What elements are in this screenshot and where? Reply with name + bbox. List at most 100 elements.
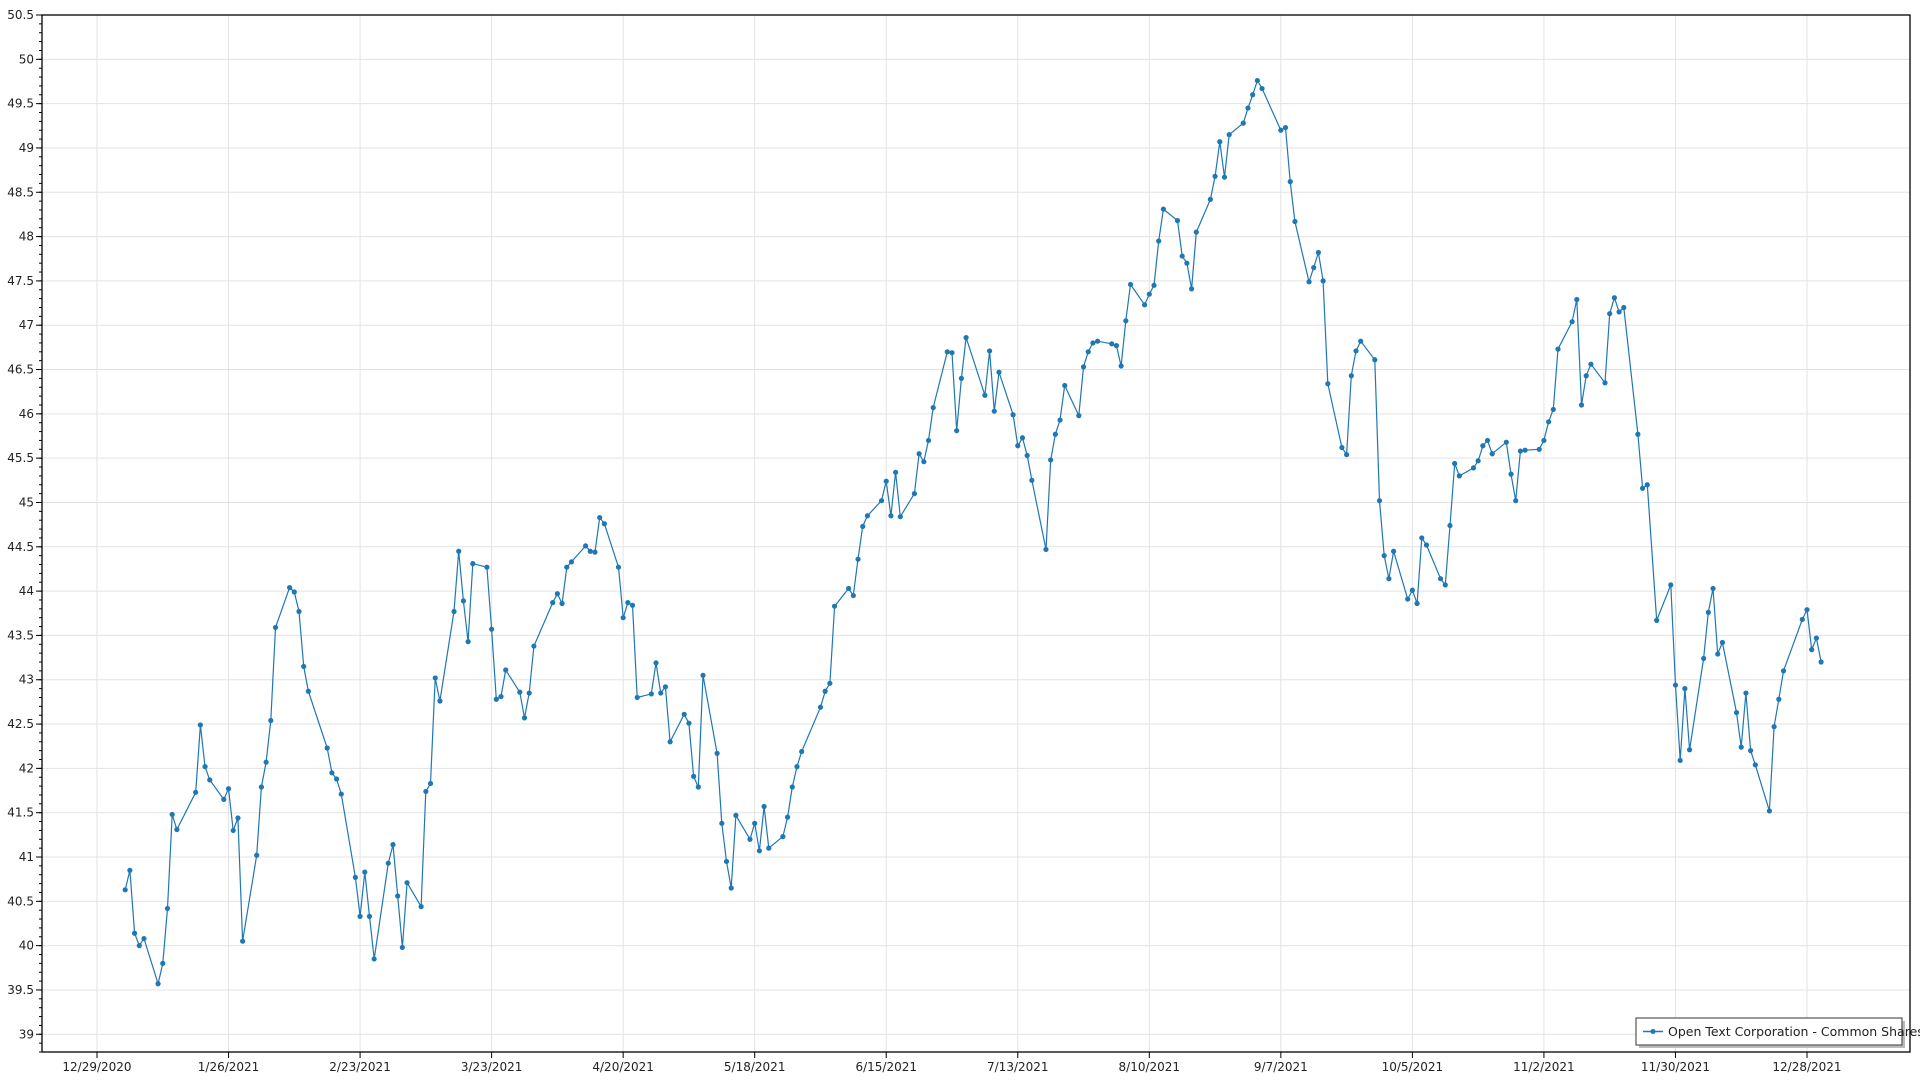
data-point (1127, 281, 1134, 288)
data-point (954, 428, 960, 434)
data-point (1325, 381, 1331, 387)
data-point (1818, 659, 1824, 665)
data-point (831, 603, 838, 609)
data-point (1804, 607, 1810, 613)
y-tick-label: 49.5 (7, 97, 34, 111)
x-tick-label: 11/2/2021 (1513, 1060, 1575, 1074)
data-point (559, 600, 565, 607)
data-point (728, 885, 734, 891)
data-point (1456, 473, 1462, 479)
data-point (517, 689, 523, 695)
data-point (784, 814, 791, 820)
data-point (860, 523, 866, 530)
data-point (1442, 582, 1448, 588)
x-axis: 12/29/2020 1/26/2021 2/23/2021 3/23/2021 4/2… (62, 1052, 1842, 1074)
data-point (1372, 357, 1378, 363)
data-point (1489, 451, 1495, 457)
data-point (1409, 587, 1415, 593)
data-point (597, 514, 603, 521)
data-point (921, 459, 927, 465)
x-tick-label: 6/15/2021 (855, 1060, 917, 1074)
data-point (850, 592, 856, 599)
data-point (1390, 548, 1397, 554)
data-point (1682, 686, 1688, 692)
data-point (550, 600, 556, 606)
data-point (789, 784, 795, 790)
data-point (1320, 278, 1326, 284)
data-point (986, 348, 993, 354)
data-point (996, 369, 1002, 375)
data-point (451, 608, 457, 615)
data-point (747, 836, 753, 842)
data-point (437, 698, 443, 704)
legend: Open Text Corporation - Common Shares (1635, 1017, 1920, 1048)
data-point (1452, 460, 1458, 467)
data-point (531, 643, 537, 649)
data-point (207, 777, 213, 783)
data-point (1503, 439, 1509, 445)
data-point (1743, 690, 1749, 696)
data-point (1188, 286, 1195, 292)
data-point (615, 564, 622, 570)
data-point (700, 672, 706, 678)
data-point (1766, 808, 1773, 814)
data-point (305, 688, 312, 694)
data-point (1306, 279, 1312, 285)
data-point (1686, 747, 1693, 753)
data-point (1522, 447, 1528, 453)
data-point (662, 684, 669, 690)
data-point (1470, 465, 1477, 471)
y-tick-label: 46 (19, 407, 34, 421)
data-point (1113, 342, 1120, 349)
data-point (1048, 457, 1054, 463)
x-tick-label: 5/18/2021 (724, 1060, 786, 1074)
data-point (240, 938, 246, 944)
y-tick-label: 45 (19, 495, 34, 509)
y-tick-label: 43 (19, 673, 34, 687)
data-point (352, 874, 358, 880)
data-point (982, 392, 988, 398)
data-point (1212, 173, 1218, 179)
data-point (296, 608, 302, 615)
data-point (822, 688, 828, 694)
data-point (521, 715, 528, 721)
data-point (1437, 576, 1444, 582)
data-point (1376, 498, 1383, 504)
data-point (846, 585, 852, 592)
data-point (1015, 443, 1021, 449)
data-point (1095, 338, 1101, 344)
data-point (582, 543, 589, 549)
data-point (324, 745, 330, 751)
data-point (272, 624, 279, 631)
data-point (465, 639, 471, 645)
data-point (399, 944, 405, 951)
data-point (1118, 363, 1124, 369)
y-tick-label: 45.5 (7, 451, 34, 465)
data-point (1644, 482, 1650, 488)
data-point (911, 491, 918, 497)
data-point (301, 663, 307, 670)
data-point (1677, 757, 1683, 763)
data-point (423, 788, 429, 795)
y-tick-label: 41.5 (7, 806, 34, 820)
legend-box (1635, 1017, 1903, 1046)
data-point (1193, 229, 1199, 235)
data-point (470, 561, 476, 567)
data-point (733, 812, 739, 818)
data-point (1733, 709, 1740, 716)
data-point (958, 375, 964, 381)
data-point (1348, 373, 1354, 379)
data-point (169, 811, 175, 818)
data-point (136, 943, 142, 949)
data-point (503, 667, 509, 673)
data-point (1705, 609, 1711, 615)
data-point (761, 803, 767, 810)
data-point (338, 791, 344, 797)
data-point (1447, 522, 1453, 529)
y-tick-label: 48.5 (7, 185, 34, 199)
data-point (1207, 196, 1213, 202)
data-point (949, 350, 955, 356)
data-point (357, 913, 363, 919)
data-point (1635, 431, 1641, 437)
data-point (883, 478, 889, 484)
